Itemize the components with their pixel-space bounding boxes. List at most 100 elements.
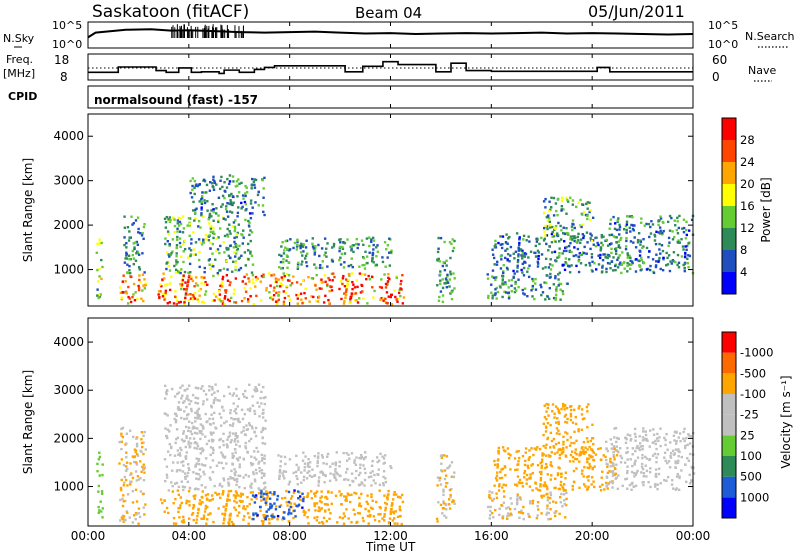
heatmap-cell [218, 251, 221, 255]
heatmap-cell [493, 263, 496, 266]
heatmap-cell [314, 247, 317, 250]
heatmap-cell [559, 288, 562, 291]
heatmap-cell [211, 202, 214, 206]
heatmap-cell [392, 493, 396, 496]
heatmap-cell [573, 235, 576, 238]
heatmap-cell [220, 485, 224, 488]
heatmap-cell [181, 470, 185, 473]
heatmap-cell [340, 252, 344, 256]
heatmap-cell [619, 461, 623, 464]
heatmap-cell [246, 512, 250, 515]
heatmap-cell [237, 397, 241, 401]
heatmap-cell [124, 290, 127, 294]
heatmap-cell [248, 280, 251, 283]
heatmap-cell [222, 432, 225, 436]
heatmap-cell [186, 480, 190, 484]
heatmap-cell [316, 456, 320, 460]
heatmap-cell [563, 415, 567, 418]
heatmap-cell [632, 241, 635, 244]
heatmap-cell [227, 477, 230, 481]
heatmap-cell [324, 251, 327, 254]
heatmap-cell [542, 239, 546, 242]
heatmap-cell [232, 418, 236, 421]
heatmap-cell [221, 300, 225, 303]
heatmap-cell [618, 228, 621, 231]
heatmap-cell [206, 209, 209, 212]
heatmap-cell [562, 208, 565, 211]
heatmap-cell [612, 454, 615, 457]
heatmap-cell [338, 490, 341, 493]
heatmap-cell [181, 485, 185, 488]
heatmap-cell [164, 479, 167, 483]
heatmap-cell [229, 201, 233, 204]
heatmap-cell [320, 490, 323, 493]
heatmap-cell [629, 240, 633, 243]
heatmap-cell [592, 480, 595, 483]
heatmap-cell [569, 235, 573, 238]
heatmap-cell [554, 298, 557, 301]
heatmap-cell [192, 437, 196, 440]
heatmap-cell [133, 246, 136, 249]
heatmap-cell [569, 415, 573, 418]
heatmap-cell [165, 267, 168, 271]
heatmap-cell [183, 247, 187, 251]
heatmap-cell [582, 450, 585, 454]
heatmap-cell [540, 236, 543, 240]
heatmap-cell [592, 458, 595, 462]
heatmap-cell [449, 292, 452, 295]
heatmap-cell [536, 238, 539, 241]
heatmap-cell [366, 502, 370, 506]
heatmap-cell [488, 493, 491, 497]
heatmap-cell [548, 501, 552, 505]
heatmap-cell [521, 254, 524, 258]
heatmap-cell [244, 194, 247, 198]
heatmap-cell [250, 231, 254, 234]
heatmap-cell [537, 254, 540, 258]
heatmap-cell [659, 482, 662, 485]
heatmap-cell [178, 241, 182, 245]
heatmap-cell [184, 445, 187, 449]
heatmap-cell [135, 252, 138, 255]
heatmap-cell [641, 448, 644, 451]
heatmap-cell [543, 404, 546, 407]
heatmap-cell [546, 504, 549, 507]
heatmap-cell [492, 516, 495, 519]
heatmap-cell [253, 409, 256, 413]
heatmap-cell [542, 200, 546, 203]
heatmap-cell [508, 507, 512, 511]
heatmap-cell [663, 451, 667, 455]
heatmap-cell [558, 282, 561, 285]
heatmap-cell [496, 463, 499, 466]
heatmap-cell [229, 296, 233, 300]
heatmap-cell [552, 232, 556, 236]
heatmap-cell [228, 434, 231, 437]
heatmap-cell [193, 179, 197, 183]
heatmap-cell [346, 492, 350, 495]
heatmap-cell [503, 495, 506, 498]
heatmap-cell [348, 274, 351, 277]
heatmap-cell [346, 467, 349, 471]
heatmap-cell [249, 491, 253, 494]
heatmap-cell [687, 459, 691, 462]
heatmap-cell [671, 479, 674, 482]
heatmap-cell [556, 472, 560, 475]
heatmap-cell [225, 205, 228, 208]
heatmap-cell [591, 449, 594, 453]
heatmap-cell [564, 477, 567, 480]
heatmap-cell [259, 299, 263, 302]
heatmap-cell [504, 450, 507, 453]
heatmap-cell [359, 291, 363, 294]
heatmap-cell [261, 436, 264, 439]
heatmap-cell [175, 252, 178, 255]
heatmap-cell [250, 177, 254, 181]
heatmap-cell [277, 291, 281, 294]
heatmap-cell [670, 216, 673, 220]
heatmap-cell [194, 386, 198, 389]
heatmap-cell [167, 489, 171, 492]
heatmap-cell [119, 486, 123, 490]
heatmap-cell [631, 215, 634, 219]
heatmap-cell [169, 424, 172, 427]
heatmap-cell [529, 250, 533, 253]
heatmap-cell [648, 429, 652, 432]
heatmap-cell [187, 468, 191, 472]
